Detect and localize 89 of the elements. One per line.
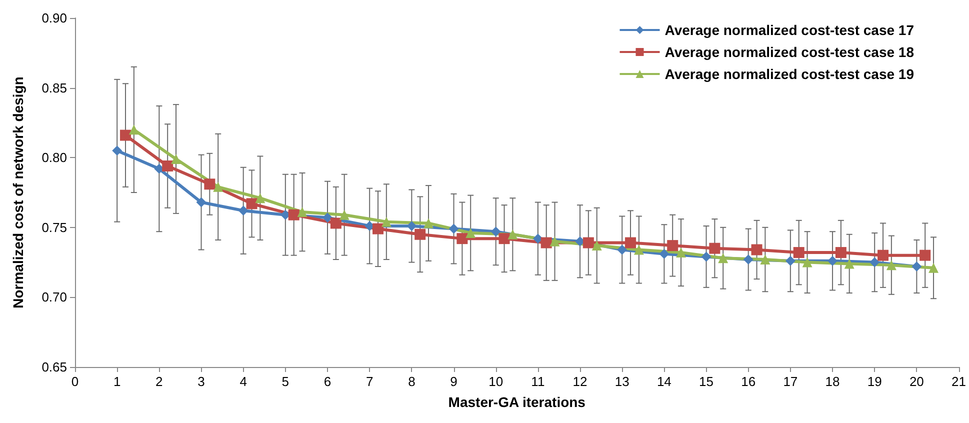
y-axis-title: Normalized cost of network design — [10, 76, 26, 308]
point — [802, 257, 812, 268]
point — [466, 228, 476, 238]
point — [886, 260, 896, 270]
point — [456, 233, 468, 244]
y-tick-label: 0.90 — [42, 10, 67, 26]
point — [322, 212, 333, 223]
legend-label: Average normalized cost-test case 17 — [664, 22, 914, 38]
point — [339, 210, 350, 220]
x-tick-label: 1 — [113, 374, 121, 389]
x-tick-label: 16 — [741, 374, 756, 389]
y-tick-label: 0.70 — [42, 290, 67, 305]
x-tick-label: 10 — [488, 374, 504, 389]
point — [592, 240, 602, 251]
point — [128, 124, 139, 135]
point — [498, 233, 510, 244]
point — [920, 250, 931, 261]
point — [213, 182, 224, 192]
x-tick-label: 20 — [909, 374, 924, 389]
x-tick-label: 11 — [531, 374, 545, 389]
point — [701, 252, 712, 262]
point — [912, 261, 922, 272]
point — [878, 250, 889, 261]
x-tick-label: 14 — [656, 374, 672, 389]
y-tick-label: 0.85 — [42, 80, 67, 96]
x-tick-label: 21 — [952, 374, 966, 389]
y-tick-label: 0.65 — [42, 360, 67, 374]
point — [414, 228, 426, 240]
point — [238, 206, 248, 216]
x-tick-label: 2 — [156, 374, 163, 389]
point — [532, 234, 543, 244]
point — [490, 226, 501, 237]
x-tick-label: 18 — [825, 374, 840, 389]
point — [246, 198, 258, 210]
point — [171, 154, 181, 164]
point — [540, 237, 552, 248]
x-tick-label: 0 — [71, 374, 79, 389]
point — [288, 209, 300, 220]
point — [760, 254, 770, 265]
legend-label: Average normalized cost-test case 19 — [664, 66, 914, 82]
y-tick-label: 0.80 — [42, 150, 67, 166]
point — [625, 237, 636, 248]
point — [120, 130, 131, 141]
point — [112, 146, 122, 156]
x-tick-label: 7 — [366, 374, 374, 389]
point — [743, 254, 754, 265]
x-tick-label: 8 — [408, 374, 416, 389]
point — [297, 207, 308, 218]
x-tick-label: 12 — [572, 374, 588, 389]
x-tick-label: 19 — [867, 374, 882, 389]
point — [550, 236, 560, 246]
point — [196, 197, 206, 208]
point — [709, 242, 720, 254]
point — [372, 223, 384, 234]
point — [676, 248, 686, 258]
point — [381, 216, 392, 227]
x-tick-label: 4 — [240, 374, 247, 389]
point — [424, 218, 434, 228]
point — [659, 248, 670, 259]
x-tick-label: 13 — [614, 374, 630, 389]
point — [718, 253, 728, 264]
point — [448, 224, 459, 234]
point — [835, 247, 846, 258]
x-axis-title: Master-GA iterations — [448, 394, 586, 410]
point — [785, 256, 796, 266]
point — [204, 178, 216, 190]
point — [617, 244, 628, 255]
x-tick-label: 9 — [450, 374, 458, 389]
x-tick-label: 5 — [282, 374, 290, 389]
point — [828, 256, 838, 266]
point — [255, 193, 266, 204]
point — [870, 257, 880, 268]
point — [793, 247, 804, 258]
x-tick-label: 17 — [783, 374, 798, 389]
point — [634, 244, 644, 255]
point — [844, 258, 854, 269]
legend-label: Average normalized cost-test case 18 — [664, 44, 914, 60]
x-tick-label: 3 — [198, 374, 205, 389]
point — [508, 229, 518, 240]
y-tick-label: 0.75 — [42, 220, 67, 235]
point — [928, 262, 939, 273]
point — [406, 221, 417, 232]
point — [330, 218, 342, 229]
point — [582, 237, 594, 248]
point — [162, 160, 174, 172]
x-tick-label: 6 — [324, 374, 332, 389]
point — [667, 240, 678, 252]
point — [751, 244, 762, 256]
x-tick-label: 15 — [699, 374, 714, 389]
